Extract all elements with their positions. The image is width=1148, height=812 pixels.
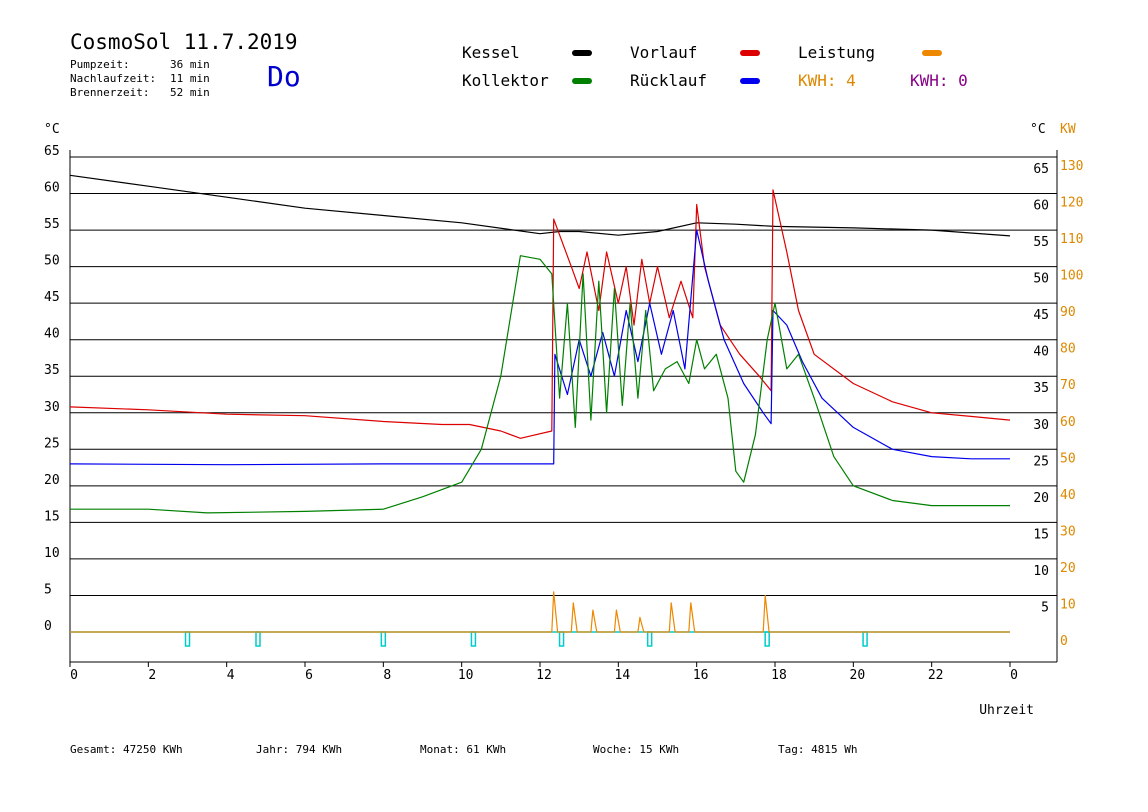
- y-tick-left: 40: [44, 327, 60, 342]
- footer-jahr: Jahr: 794 KWh: [256, 743, 343, 756]
- series-line-kollektor: [70, 255, 1010, 514]
- x-tick-label: 16: [693, 668, 709, 683]
- y-tick-right-temp: 35: [1033, 381, 1049, 396]
- y-tick-right-temp: 40: [1033, 345, 1049, 360]
- y-tick-right-power: 80: [1060, 342, 1076, 357]
- series-line-rcklauf: [69, 229, 1010, 466]
- y-tick-left: 5: [44, 582, 52, 597]
- footer-woche: Woche: 15 KWh: [593, 743, 680, 756]
- x-tick-label: 22: [928, 668, 944, 683]
- y-tick-right-temp: 30: [1033, 418, 1049, 433]
- legend-kessel-swatch: [572, 50, 592, 56]
- y-tick-left: 65: [44, 144, 60, 159]
- y-tick-right-power: 90: [1060, 305, 1076, 320]
- y-tick-right-temp: 60: [1033, 199, 1049, 214]
- weekday-label: Do: [267, 60, 301, 93]
- x-tick-label: 10: [458, 668, 474, 683]
- y-tick-left: 15: [44, 509, 60, 524]
- y-tick-right-temp: 20: [1033, 491, 1049, 506]
- y-tick-right-temp: 5: [1041, 600, 1049, 615]
- x-tick-label: 20: [850, 668, 866, 683]
- y-tick-right-power: 130: [1060, 159, 1083, 174]
- y-tick-right-temp: 65: [1033, 162, 1049, 177]
- pump-marker: [558, 631, 565, 647]
- x-tick-label: 6: [305, 668, 313, 683]
- x-tick-label: 4: [227, 668, 235, 683]
- y-tick-left: 10: [44, 546, 60, 561]
- x-tick-label: 0: [1010, 668, 1018, 683]
- y-tick-left: 0: [44, 619, 52, 634]
- pumpzeit-value: 36 min: [170, 58, 210, 71]
- y-axis-label-power: KW: [1060, 122, 1076, 137]
- y-tick-left: 30: [44, 400, 60, 415]
- x-tick-label: 18: [771, 668, 787, 683]
- footer-gesamt: Gesamt: 47250 KWh: [70, 743, 183, 756]
- y-tick-left: 60: [44, 181, 60, 196]
- chart-title: CosmoSol 11.7.2019: [70, 30, 298, 54]
- legend-kwh-burner: KWH: 0: [910, 71, 968, 90]
- y-tick-right-power: 30: [1060, 524, 1076, 539]
- pump-marker: [862, 631, 868, 647]
- legend-vorlauf-swatch: [740, 50, 760, 56]
- y-tick-right-temp: 50: [1033, 272, 1049, 287]
- y-tick-right-power: 70: [1060, 378, 1076, 393]
- series-line-vorlauf: [69, 189, 1011, 439]
- legend-leistung-swatch: [922, 50, 942, 56]
- legend-leistung-label: Leistung: [798, 43, 876, 62]
- y-tick-left: 55: [44, 217, 60, 232]
- y-tick-left: 35: [44, 363, 60, 378]
- y-tick-right-power: 100: [1060, 269, 1083, 284]
- y-tick-right-power: 0: [1060, 634, 1068, 649]
- pump-marker: [380, 631, 387, 647]
- y-tick-right-temp: 15: [1033, 527, 1049, 542]
- x-tick-label: 0: [70, 668, 78, 683]
- pump-marker: [764, 631, 770, 647]
- y-tick-right-temp: 55: [1033, 235, 1049, 250]
- footer-monat: Monat: 61 KWh: [420, 743, 507, 756]
- y-tick-left: 45: [44, 290, 60, 305]
- y-axis-label-left: °C: [44, 122, 60, 137]
- y-tick-right-power: 50: [1060, 451, 1076, 466]
- legend-ruecklauf-label: Rücklauf: [630, 71, 708, 90]
- legend-kollektor-swatch: [572, 78, 592, 84]
- y-tick-right-temp: 10: [1033, 564, 1049, 579]
- x-tick-label: 8: [383, 668, 391, 683]
- x-tick-label: 14: [615, 668, 631, 683]
- y-tick-right-power: 110: [1060, 232, 1083, 247]
- y-tick-right-temp: 25: [1033, 454, 1049, 469]
- brennerzeit-value: 52 min: [170, 86, 210, 99]
- y-axis-label-right: °C: [1030, 122, 1046, 137]
- footer-tag: Tag: 4815 Wh: [778, 743, 858, 756]
- pump-marker: [255, 631, 261, 647]
- pump-marker: [646, 631, 653, 647]
- y-tick-right-power: 120: [1060, 196, 1083, 211]
- y-tick-right-temp: 45: [1033, 308, 1049, 323]
- series-line-kessel: [69, 174, 1011, 237]
- pump-marker: [184, 631, 191, 647]
- x-tick-label: 12: [536, 668, 552, 683]
- y-tick-left: 25: [44, 436, 60, 451]
- brennerzeit-label: Brennerzeit:: [70, 86, 150, 99]
- nachlaufzeit-value: 11 min: [170, 72, 210, 85]
- legend-kessel-label: Kessel: [462, 43, 520, 62]
- nachlaufzeit-label: Nachlaufzeit:: [70, 72, 157, 85]
- series-line-leistung: [70, 591, 1010, 633]
- legend-vorlauf-label: Vorlauf: [630, 43, 698, 62]
- y-tick-right-power: 20: [1060, 561, 1076, 576]
- legend-ruecklauf-swatch: [740, 78, 760, 84]
- pump-marker: [470, 631, 477, 647]
- x-tick-label: 2: [148, 668, 156, 683]
- pumpzeit-label: Pumpzeit:: [70, 58, 130, 71]
- y-tick-left: 20: [44, 473, 60, 488]
- legend-kwh-solar: KWH: 4: [798, 71, 856, 90]
- y-tick-right-power: 60: [1060, 415, 1076, 430]
- y-tick-right-power: 40: [1060, 488, 1076, 503]
- y-tick-right-power: 10: [1060, 597, 1076, 612]
- legend-kollektor-label: Kollektor: [462, 71, 549, 90]
- y-tick-left: 50: [44, 254, 60, 269]
- x-axis-label: Uhrzeit: [979, 703, 1034, 718]
